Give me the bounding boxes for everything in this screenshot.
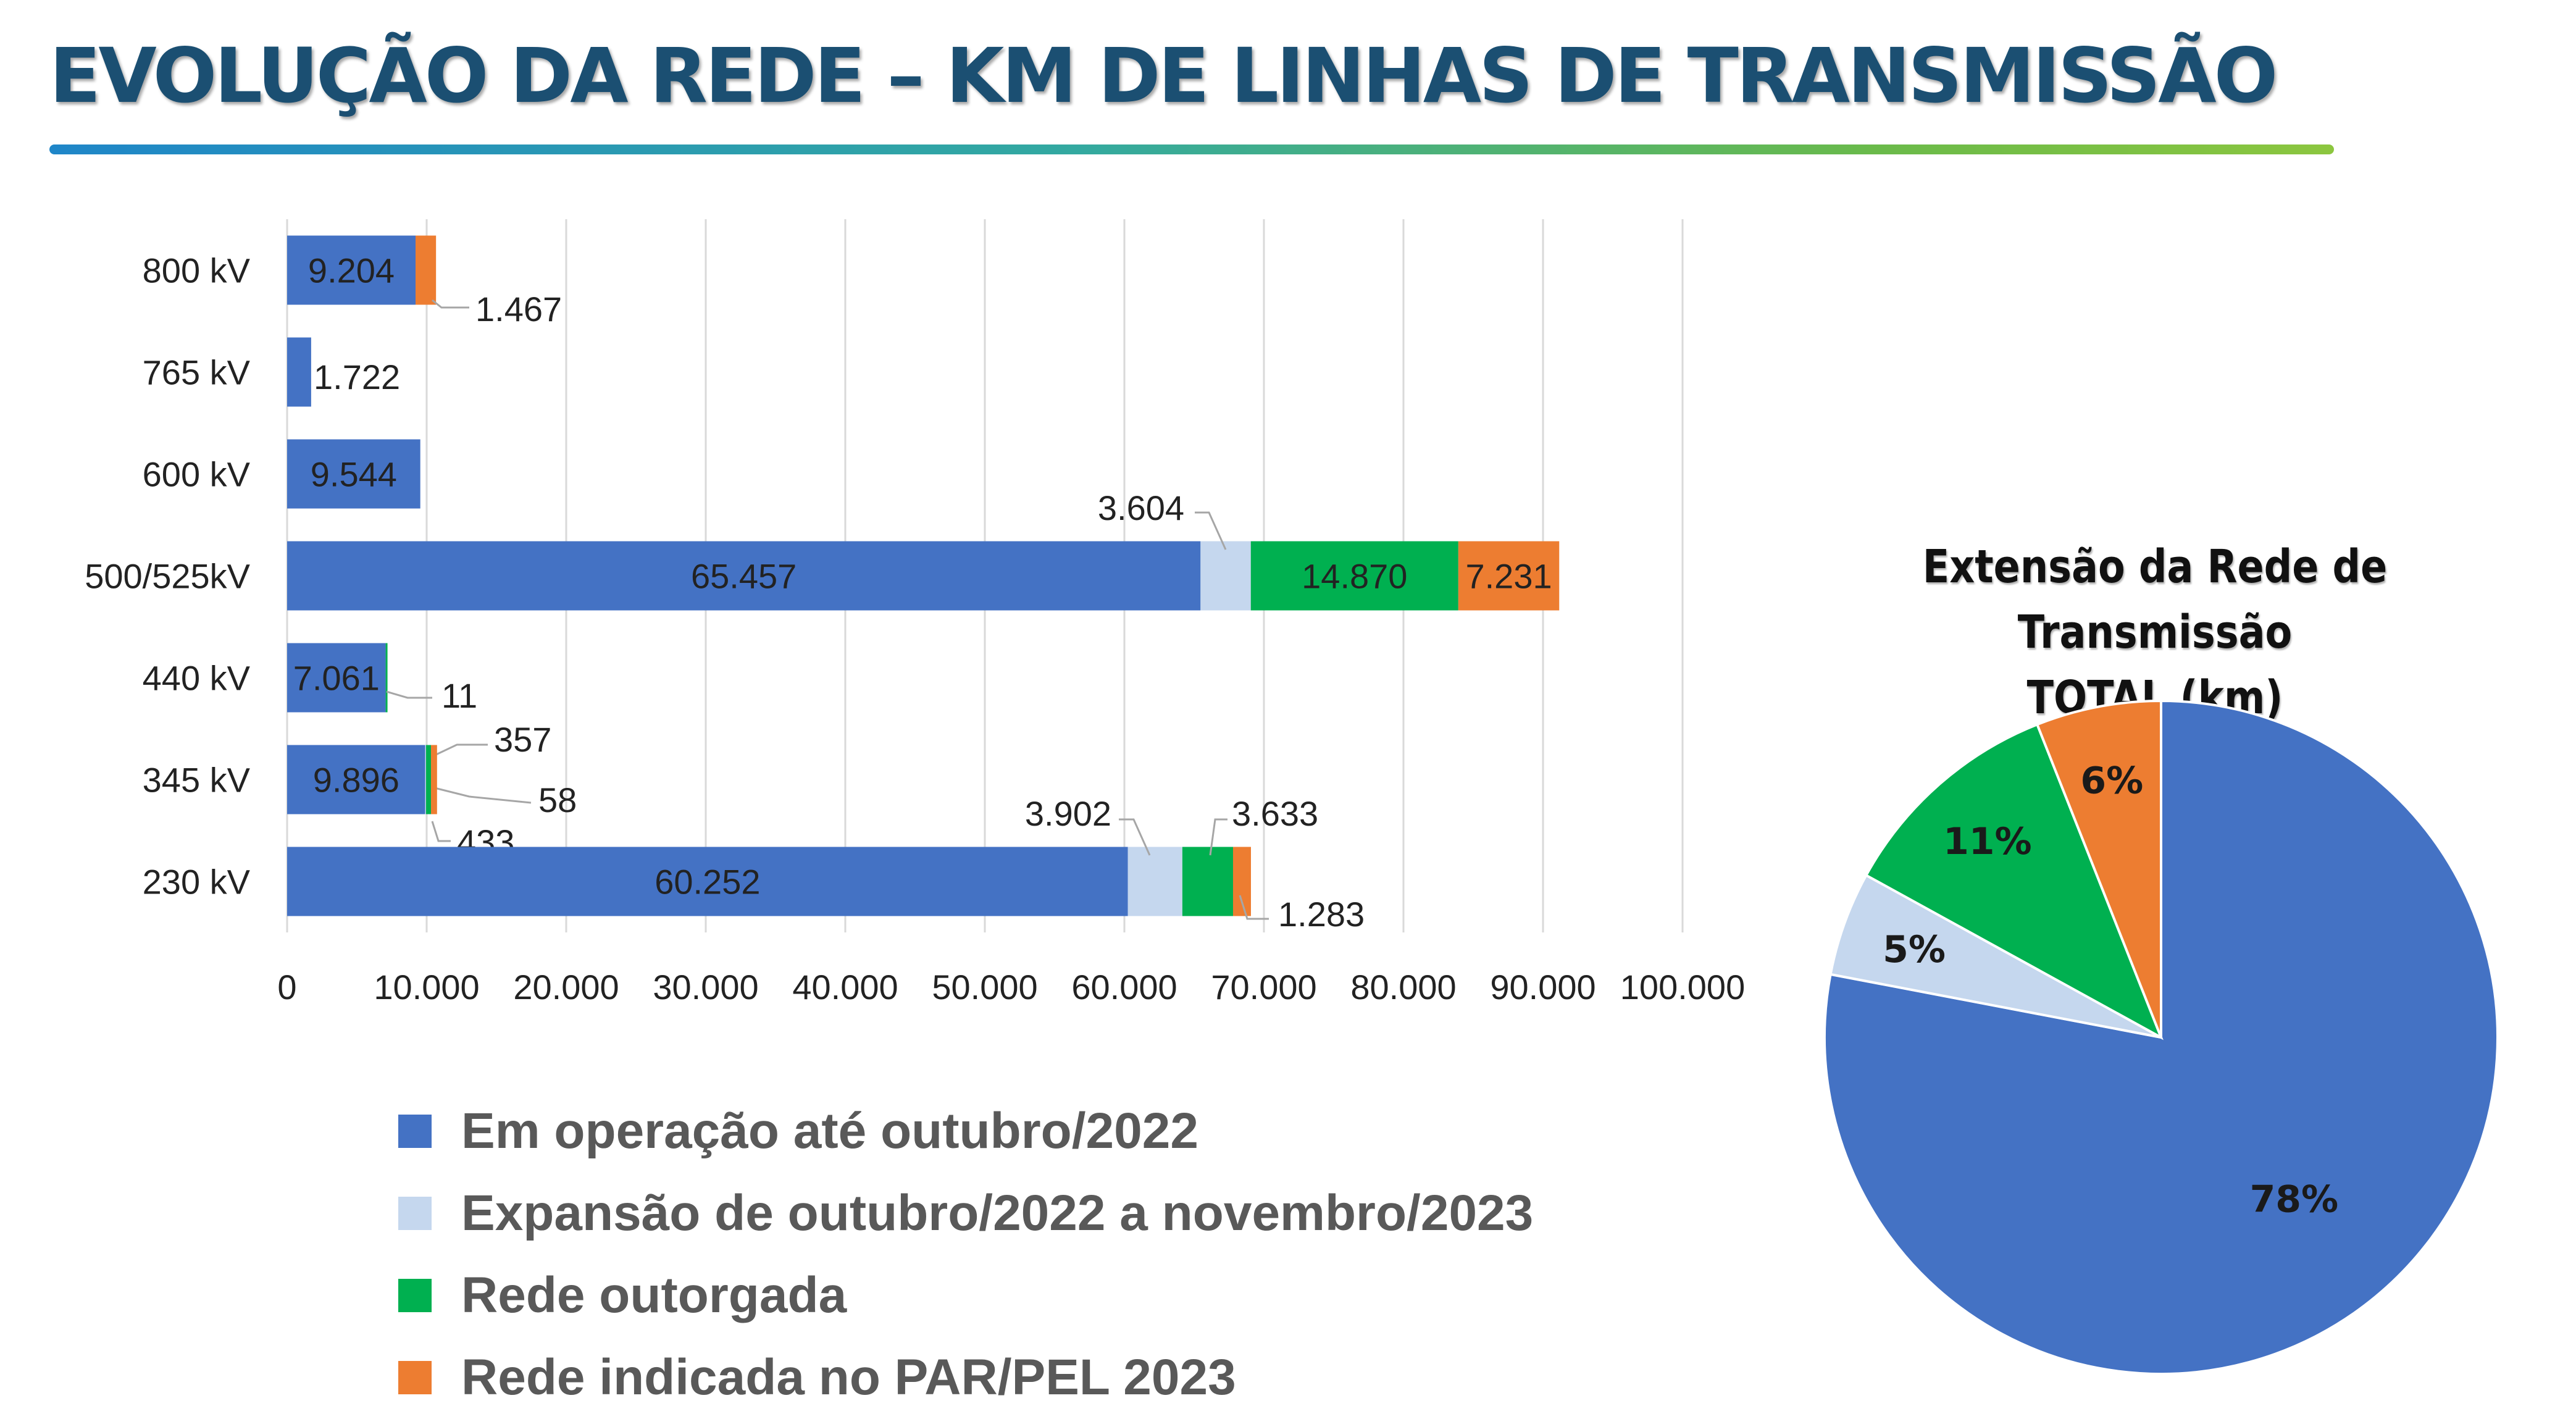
legend-swatch-operacao bbox=[398, 1114, 432, 1148]
legend-label: Em operação até outubro/2022 bbox=[461, 1102, 1198, 1159]
data-label: 1.722 bbox=[314, 358, 400, 396]
pie-title-line-1: Extensão da Rede de Transmissão bbox=[1922, 540, 2388, 659]
data-label: 60.252 bbox=[654, 863, 760, 902]
bar-operacao bbox=[287, 337, 311, 407]
x-tick-label: 30.000 bbox=[653, 968, 758, 1007]
data-label: 3.902 bbox=[1025, 794, 1111, 833]
x-tick-label: 50.000 bbox=[932, 968, 1037, 1007]
y-category-label: 500/525kV bbox=[85, 557, 250, 596]
legend-swatch-outorgada bbox=[398, 1278, 432, 1312]
data-label: 1.467 bbox=[475, 290, 562, 329]
data-label: 7.061 bbox=[293, 659, 380, 698]
pie-chart: 78% 5% 11% 6% bbox=[1823, 699, 2499, 1375]
legend-item-outorgada: Rede outorgada bbox=[398, 1254, 1533, 1336]
y-category-label: 600 kV bbox=[143, 455, 251, 494]
x-tick-label: 90.000 bbox=[1490, 968, 1595, 1007]
pie-slice bbox=[1829, 873, 2162, 1039]
y-category-label: 230 kV bbox=[143, 863, 251, 902]
data-label-leader bbox=[1119, 818, 1151, 856]
x-tick-label: 70.000 bbox=[1211, 968, 1316, 1007]
bar-operacao bbox=[287, 235, 416, 305]
data-label: 1.283 bbox=[1278, 895, 1365, 934]
bar-outorgada bbox=[1182, 847, 1233, 916]
bar-expansao bbox=[1200, 541, 1251, 611]
bar-indicada bbox=[416, 235, 437, 305]
stacked-bar-chart: 0 10.000 20.000 30.000 40.000 50.000 60.000 70.… bbox=[85, 219, 1745, 1007]
bar-outorgada bbox=[425, 745, 432, 814]
data-label: 3.633 bbox=[1232, 794, 1318, 833]
legend-label: Rede indicada no PAR/PEL 2023 bbox=[461, 1349, 1236, 1405]
bar-indicada bbox=[431, 745, 437, 814]
bar-expansao bbox=[1127, 847, 1182, 916]
data-label: 11 bbox=[441, 676, 477, 715]
x-tick-label: 80.000 bbox=[1350, 968, 1456, 1007]
legend-item-expansao: Expansão de outubro/2022 a novembro/2023 bbox=[398, 1172, 1533, 1254]
pie-slice-label: 6% bbox=[2080, 759, 2143, 802]
x-tick-label: 100.000 bbox=[1620, 968, 1745, 1007]
bar-outorgada bbox=[1250, 541, 1458, 611]
data-label-leader bbox=[1195, 511, 1227, 550]
x-tick-label: 40.000 bbox=[792, 968, 898, 1007]
legend-swatch-indicada bbox=[398, 1360, 432, 1394]
data-label-leader bbox=[1239, 895, 1269, 920]
bar-indicada bbox=[1458, 541, 1560, 611]
bar-indicada bbox=[1232, 847, 1251, 916]
legend-swatch-expansao bbox=[398, 1196, 432, 1230]
data-label-leader bbox=[432, 299, 469, 309]
data-label-leader bbox=[432, 743, 488, 758]
data-label: 65.457 bbox=[691, 557, 797, 596]
chart-legend: Em operação até outubro/2022 Expansão de… bbox=[398, 1090, 1533, 1418]
bar-outorgada bbox=[385, 643, 388, 713]
bar-operacao bbox=[287, 745, 425, 814]
legend-label: Rede outorgada bbox=[461, 1266, 847, 1323]
legend-item-indicada: Rede indicada no PAR/PEL 2023 bbox=[398, 1336, 1533, 1418]
data-label: 58 bbox=[538, 781, 577, 819]
pie-slice bbox=[1864, 722, 2164, 1040]
y-category-label: 440 kV bbox=[143, 659, 251, 698]
data-label: 7.231 bbox=[1465, 557, 1552, 596]
data-label: 9.204 bbox=[308, 251, 395, 290]
pie-slice-label: 5% bbox=[1883, 928, 1946, 971]
y-category-label: 765 kV bbox=[143, 353, 251, 392]
data-label: 357 bbox=[494, 720, 551, 759]
legend-item-operacao: Em operação até outubro/2022 bbox=[398, 1090, 1533, 1172]
data-label-leader bbox=[1209, 818, 1227, 856]
data-label-leader bbox=[386, 690, 432, 699]
title-underline bbox=[49, 144, 2334, 154]
x-tick-label: 10.000 bbox=[374, 968, 479, 1007]
data-label-leader bbox=[432, 786, 532, 804]
page-title: EVOLUÇÃO DA REDE – KM DE LINHAS DE TRANS… bbox=[49, 32, 2278, 120]
data-label: 14.870 bbox=[1302, 557, 1407, 596]
data-label: 3.604 bbox=[1098, 488, 1184, 527]
pie-slice-label: 11% bbox=[1943, 820, 2032, 863]
y-category-label: 345 kV bbox=[143, 761, 251, 800]
x-tick-label: 20.000 bbox=[513, 968, 619, 1007]
y-category-label: 800 kV bbox=[143, 251, 251, 290]
pie-slice-label: 78% bbox=[2250, 1178, 2339, 1221]
pie-chart-title: Extensão da Rede de Transmissão TOTAL (k… bbox=[1799, 534, 2511, 730]
pie-slice bbox=[2035, 699, 2162, 1038]
data-label: 9.544 bbox=[311, 455, 397, 494]
data-label-leader bbox=[431, 821, 451, 842]
x-tick-label: 0 bbox=[277, 968, 296, 1007]
bar-operacao bbox=[287, 643, 386, 713]
data-label: 9.896 bbox=[313, 761, 399, 800]
x-tick-label: 60.000 bbox=[1071, 968, 1177, 1007]
bar-operacao bbox=[287, 847, 1128, 916]
legend-label: Expansão de outubro/2022 a novembro/2023 bbox=[461, 1184, 1534, 1241]
bar-operacao bbox=[287, 439, 420, 509]
bar-operacao bbox=[287, 541, 1201, 611]
